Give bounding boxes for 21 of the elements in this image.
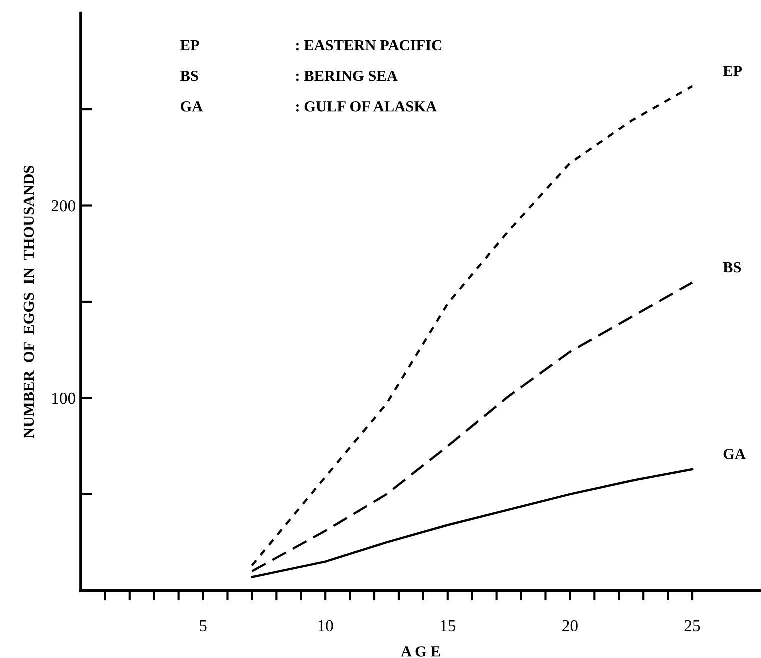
- y-tick-label: 200: [52, 200, 76, 212]
- line-series: [251, 468, 694, 578]
- y-tick-label: 100: [52, 392, 76, 404]
- x-tick-label: 15: [441, 620, 456, 632]
- x-tick-label: 5: [200, 620, 207, 632]
- line-series: [251, 85, 694, 567]
- annotation: EP: [180, 40, 200, 50]
- text: BS: [723, 262, 742, 273]
- annotation: : EASTERN PACIFIC: [296, 40, 442, 51]
- x-tick-label: 10: [318, 620, 334, 632]
- x-tick-label: 20: [562, 620, 578, 632]
- y-axis-title: NUMBER OF EGGS IN THOUSANDS: [24, 166, 34, 438]
- x-tick-label: 25: [684, 620, 700, 632]
- text: GA: [724, 449, 746, 460]
- text: EP: [723, 66, 742, 76]
- annotation: : BERING SEA: [296, 70, 398, 82]
- line-series: [251, 282, 694, 573]
- annotation: BS: [180, 70, 198, 82]
- x-axis-title: A G E: [401, 646, 440, 657]
- annotation: GA: [181, 102, 204, 112]
- annotation: : GULF OF ALASKA: [296, 102, 437, 112]
